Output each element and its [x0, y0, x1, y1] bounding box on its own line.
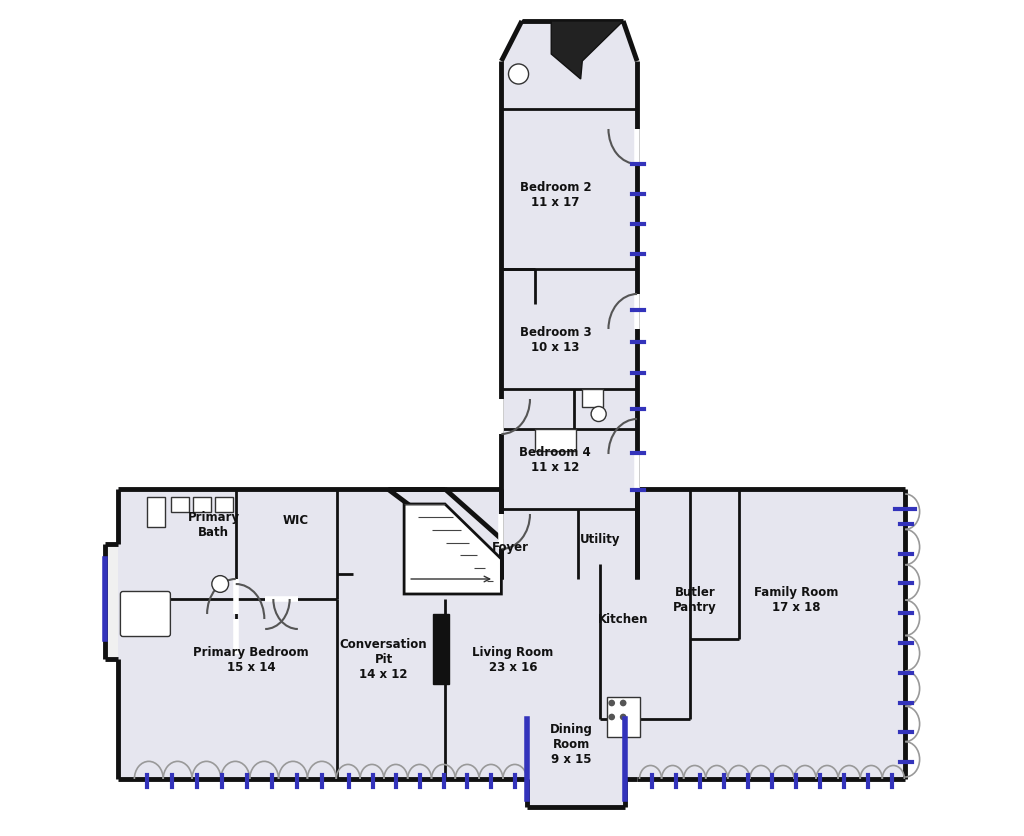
Text: Bedroom 3
10 x 13: Bedroom 3 10 x 13: [519, 325, 591, 354]
Text: WIC: WIC: [284, 513, 309, 526]
Polygon shape: [522, 22, 624, 80]
Bar: [171, 497, 189, 512]
Text: Living Room
23 x 16: Living Room 23 x 16: [472, 645, 553, 673]
Bar: [583, 390, 603, 407]
Polygon shape: [502, 22, 637, 579]
Polygon shape: [404, 504, 502, 594]
Circle shape: [212, 576, 228, 593]
Circle shape: [620, 714, 627, 721]
Bar: [146, 497, 165, 528]
Text: Primary Bedroom
15 x 14: Primary Bedroom 15 x 14: [194, 645, 309, 673]
Text: Bedroom 2
11 x 17: Bedroom 2 11 x 17: [519, 181, 591, 209]
Text: Conversation
Pit
14 x 12: Conversation Pit 14 x 12: [340, 638, 427, 681]
Text: Foyer: Foyer: [492, 541, 528, 553]
Text: Butler
Pantry: Butler Pantry: [673, 585, 717, 614]
Text: Primary
Bath: Primary Bath: [187, 511, 240, 538]
Text: Kitchen: Kitchen: [598, 613, 648, 626]
Polygon shape: [118, 489, 637, 807]
Circle shape: [620, 700, 627, 706]
Bar: [215, 497, 233, 512]
Text: Dining
Room
9 x 15: Dining Room 9 x 15: [550, 722, 593, 766]
Bar: [535, 430, 575, 451]
Text: Utility: Utility: [580, 533, 621, 546]
Text: Bedroom 4
11 x 12: Bedroom 4 11 x 12: [519, 446, 591, 473]
Bar: [433, 614, 450, 684]
Bar: [637, 489, 905, 779]
Bar: [104, 544, 118, 660]
FancyBboxPatch shape: [121, 592, 170, 637]
Circle shape: [608, 700, 615, 706]
Bar: [607, 697, 640, 737]
Circle shape: [591, 407, 606, 422]
Text: Family Room
17 x 18: Family Room 17 x 18: [755, 585, 839, 614]
Circle shape: [509, 65, 528, 85]
Bar: [194, 497, 211, 512]
Circle shape: [608, 714, 615, 721]
